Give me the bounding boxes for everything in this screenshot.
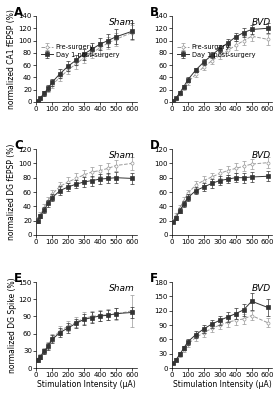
Text: D: D	[150, 139, 160, 152]
Text: B: B	[150, 6, 159, 19]
Text: F: F	[150, 272, 158, 285]
Text: Sham: Sham	[109, 284, 135, 293]
Text: A: A	[14, 6, 23, 19]
Text: C: C	[14, 139, 23, 152]
Text: BVD: BVD	[251, 284, 270, 293]
Text: Sham: Sham	[109, 151, 135, 160]
Text: BVD: BVD	[251, 18, 270, 27]
Y-axis label: normalized DG Spike (%): normalized DG Spike (%)	[8, 277, 16, 373]
Legend: Pre-surgery, Day 1 post-surgery: Pre-surgery, Day 1 post-surgery	[176, 43, 256, 58]
Text: BVD: BVD	[251, 151, 270, 160]
X-axis label: Stimulation Intensity (μA): Stimulation Intensity (μA)	[37, 380, 136, 389]
Text: Sham: Sham	[109, 18, 135, 27]
Y-axis label: normalized DG fEPSP (%): normalized DG fEPSP (%)	[8, 144, 16, 240]
Y-axis label: normalized CA1 fEPSP (%): normalized CA1 fEPSP (%)	[8, 9, 16, 109]
X-axis label: Stimulation Intensity (μA): Stimulation Intensity (μA)	[173, 380, 272, 389]
Text: E: E	[14, 272, 22, 285]
Legend: Pre-surgery, Day 1 post-surgery: Pre-surgery, Day 1 post-surgery	[41, 43, 120, 58]
